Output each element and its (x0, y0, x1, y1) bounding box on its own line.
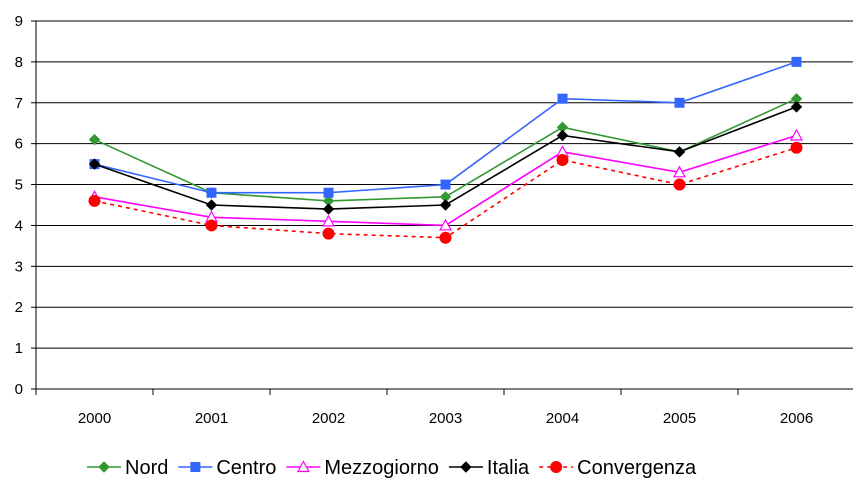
x-tick-label: 2002 (312, 410, 345, 427)
y-tick-label: 6 (15, 136, 23, 153)
legend-item-nord: Nord (87, 457, 168, 479)
legend-item-convergenza: Convergenza (539, 457, 697, 479)
legend-label-convergenza: Convergenza (577, 457, 697, 479)
legend-marker-mezzogiorno (296, 460, 310, 473)
data-point-italia (322, 203, 335, 215)
data-point-convergenza (205, 219, 218, 232)
data-point-convergenza (88, 194, 101, 207)
y-tick-label: 9 (15, 13, 23, 30)
legend-marker-italia (460, 461, 472, 473)
legend-marker-convergenza (550, 461, 563, 473)
legend-label-nord: Nord (125, 457, 168, 479)
series-line-centro (94, 61, 797, 194)
series-italia (88, 101, 803, 215)
data-point-centro (323, 187, 334, 198)
data-point-centro (791, 56, 802, 67)
x-tick-label: 2001 (195, 410, 228, 427)
data-point-mezzogiorno (321, 214, 336, 227)
data-point-italia (439, 199, 452, 211)
series-layer (87, 56, 804, 244)
y-tick-label: 4 (15, 217, 23, 234)
y-tick-labels: 0 1 2 3 4 5 6 7 8 9 (15, 13, 23, 398)
data-point-mezzogiorno (672, 165, 687, 178)
data-point-centro (674, 97, 685, 108)
data-point-convergenza (322, 227, 335, 240)
data-point-convergenza (673, 178, 686, 191)
x-tick-label: 2000 (78, 410, 111, 427)
legend-label-mezzogiorno: Mezzogiorno (324, 457, 439, 479)
legend-item-mezzogiorno: Mezzogiorno (286, 457, 439, 479)
data-point-italia (205, 199, 218, 211)
y-tick-label: 3 (15, 258, 23, 275)
data-point-mezzogiorno (438, 218, 453, 231)
data-point-convergenza (790, 141, 803, 154)
x-tick-label: 2005 (663, 410, 696, 427)
data-point-centro (557, 93, 568, 104)
x-tick-labels: 2000 2001 2002 2003 2004 2005 2006 (78, 410, 813, 427)
y-tick-label: 2 (15, 299, 23, 316)
x-tick-label: 2006 (780, 410, 813, 427)
legend-marker-nord (98, 461, 110, 473)
y-tick-label: 8 (15, 54, 23, 71)
series-convergenza (88, 141, 803, 244)
data-point-italia (790, 101, 803, 113)
legend-item-centro: Centro (178, 457, 276, 479)
data-point-italia (88, 158, 101, 170)
legend-label-italia: Italia (487, 457, 530, 479)
data-point-convergenza (556, 154, 569, 167)
legend: Nord Centro Mezzogiorno Italia Convergenza (87, 457, 697, 479)
data-point-centro (440, 179, 451, 190)
legend-marker-centro (190, 462, 201, 472)
x-tick-label: 2004 (546, 410, 579, 427)
data-point-mezzogiorno (789, 128, 804, 141)
data-point-convergenza (439, 231, 452, 244)
y-tick-label: 5 (15, 177, 23, 194)
y-tick-label: 0 (15, 381, 23, 398)
axes (31, 20, 853, 395)
legend-item-italia: Italia (448, 457, 530, 479)
data-point-italia (556, 129, 569, 142)
data-point-centro (206, 187, 217, 198)
y-tick-label: 1 (15, 340, 23, 357)
x-tick-label: 2003 (429, 410, 462, 427)
data-point-nord (88, 133, 101, 146)
series-centro (89, 56, 802, 198)
y-tick-label: 7 (15, 95, 23, 112)
data-point-italia (673, 146, 686, 158)
legend-label-centro: Centro (216, 457, 276, 479)
